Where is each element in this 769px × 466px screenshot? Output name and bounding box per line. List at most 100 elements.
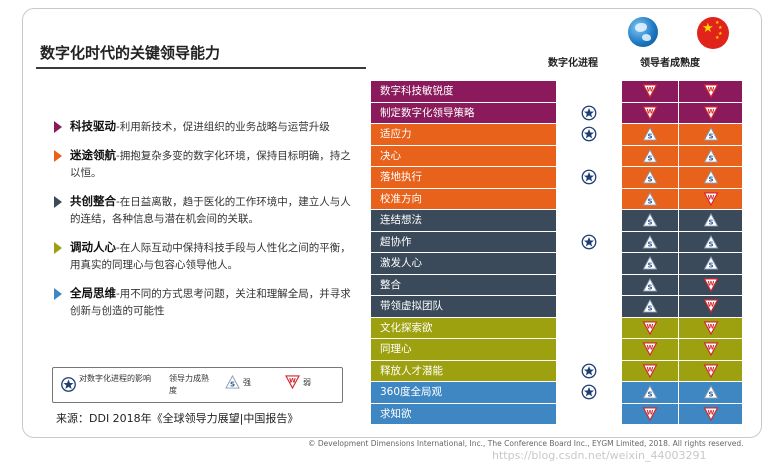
capability-table: 数字科技敏锐度 W W 制定数字化领导策略 W W 适应力 S S 决心 S S 落地执行 S S 校准方向 S… <box>371 81 742 425</box>
column-header-progress: 数字化进程 <box>548 58 598 69</box>
progress-cell <box>557 360 621 381</box>
strength-triangle-icon: S <box>703 127 718 141</box>
svg-text:W: W <box>647 87 654 94</box>
progress-cell <box>557 167 621 188</box>
china-maturity-cell: S <box>679 167 742 188</box>
star-circle-icon <box>581 126 597 142</box>
china-maturity-cell: W <box>679 317 742 338</box>
table-row: 决心 S S <box>371 145 742 167</box>
row-label: 同理心 <box>371 339 556 360</box>
svg-text:W: W <box>647 409 654 416</box>
weakness-triangle-icon: W <box>642 84 658 99</box>
svg-text:S: S <box>647 154 652 162</box>
capability-desc: -用不同的方式思考问题，关注和理解全局，并寻求创新与创造的可能性 <box>70 288 351 317</box>
capability-desc: -利用新技术，促进组织的业务战略与运营升级 <box>116 121 330 133</box>
strength-triangle-icon: S <box>703 170 718 184</box>
table-row: 校准方向 S W <box>371 188 742 210</box>
global-maturity-cell: S <box>622 231 678 252</box>
svg-text:W: W <box>707 323 714 330</box>
row-label: 适应力 <box>371 124 556 145</box>
arrow-icon <box>54 242 62 254</box>
global-maturity-cell: W <box>622 317 678 338</box>
watermark: https://blog.csdn.net/weixin_44003291 <box>492 449 707 462</box>
legend-strong-label: 强 <box>243 378 251 387</box>
progress-cell <box>557 403 621 424</box>
star-circle-icon <box>61 377 76 394</box>
table-row: 文化探索欲 W W <box>371 317 742 339</box>
strength-triangle-icon: S <box>703 213 718 227</box>
capability-list: 科技驱动-利用新技术，促进组织的业务战略与运营升级 迷途领航-拥抱复杂多变的数字化… <box>52 118 357 331</box>
arrow-icon <box>54 121 62 133</box>
table-row: 制定数字化领导策略 W W <box>371 102 742 124</box>
progress-cell <box>557 382 621 403</box>
capability-name: 调动人心 <box>70 240 116 254</box>
china-maturity-cell: W <box>679 274 742 295</box>
star-circle-icon <box>581 384 597 400</box>
china-maturity-cell: W <box>679 81 742 102</box>
legend-weak-label: 弱 <box>303 378 311 387</box>
svg-text:S: S <box>647 219 652 227</box>
svg-text:W: W <box>647 323 654 330</box>
row-label: 数字科技敏锐度 <box>371 81 556 102</box>
table-row: 整合 S W <box>371 274 742 296</box>
svg-text:W: W <box>647 108 654 115</box>
svg-text:S: S <box>708 219 713 227</box>
weakness-triangle-icon: W <box>703 192 718 206</box>
legend-star-label: 对数字化进程的影响 <box>79 374 151 383</box>
global-maturity-cell: W <box>622 403 678 424</box>
table-row: 释放人才潜能 W W <box>371 360 742 382</box>
svg-text:W: W <box>707 302 714 309</box>
global-maturity-cell: S <box>622 188 678 209</box>
global-maturity-cell: W <box>622 339 678 360</box>
capability-desc: -在日益离散，趋于医化的工作环境中，建立人与人的连结，各种信息与潜在机会间的关联… <box>70 196 351 225</box>
svg-text:W: W <box>707 194 714 201</box>
svg-text:S: S <box>647 133 652 141</box>
row-label: 求知欲 <box>371 403 556 424</box>
row-label: 决心 <box>371 145 556 166</box>
star-circle-icon <box>581 234 597 250</box>
strength-triangle-icon: S <box>642 191 658 206</box>
china-maturity-cell: S <box>679 253 742 274</box>
table-row: 求知欲 W W <box>371 403 742 425</box>
table-row: 带领虚拟团队 S W <box>371 296 742 318</box>
weakness-triangle-icon: W <box>642 407 658 421</box>
progress-cell <box>557 296 621 317</box>
china-maturity-cell: S <box>679 382 742 403</box>
svg-text:S: S <box>708 176 713 184</box>
china-maturity-cell: S <box>679 210 742 231</box>
progress-cell <box>557 317 621 338</box>
weakness-triangle-icon: W <box>703 278 718 292</box>
table-row: 超协作 S S <box>371 231 742 253</box>
table-row: 适应力 S S <box>371 124 742 146</box>
svg-text:W: W <box>707 87 714 94</box>
star-circle-icon <box>581 169 597 185</box>
svg-text:S: S <box>708 133 713 141</box>
table-row: 激发人心 S S <box>371 253 742 275</box>
page-title: 数字化时代的关键领导能力 <box>40 44 221 62</box>
progress-cell <box>557 210 621 231</box>
row-label: 落地执行 <box>371 167 556 188</box>
progress-cell <box>557 253 621 274</box>
progress-cell <box>557 102 621 123</box>
svg-text:S: S <box>647 262 652 270</box>
star-circle-icon <box>581 105 597 121</box>
china-maturity-cell: W <box>679 296 742 317</box>
svg-text:S: S <box>708 154 713 162</box>
progress-cell <box>557 231 621 252</box>
capability-item: 调动人心-在人际互动中保持科技手段与人性化之间的平衡，用真实的同理心与包容心领导… <box>52 239 357 274</box>
arrow-icon <box>54 150 62 162</box>
china-maturity-cell: W <box>679 188 742 209</box>
table-row: 落地执行 S S <box>371 167 742 189</box>
svg-text:W: W <box>707 108 714 115</box>
table-row: 同理心 W W <box>371 339 742 361</box>
capability-desc: -在人际互动中保持科技手段与人性化之间的平衡，用真实的同理心与包容心领导他人。 <box>70 242 351 271</box>
strength-triangle-icon: S <box>642 234 658 249</box>
global-maturity-cell: W <box>622 81 678 102</box>
strength-triangle-icon: S <box>703 385 718 399</box>
globe-icon <box>628 17 658 47</box>
svg-text:W: W <box>707 280 714 287</box>
svg-text:W: W <box>707 345 714 352</box>
progress-cell <box>557 81 621 102</box>
svg-text:S: S <box>230 380 235 388</box>
global-maturity-cell: S <box>622 145 678 166</box>
